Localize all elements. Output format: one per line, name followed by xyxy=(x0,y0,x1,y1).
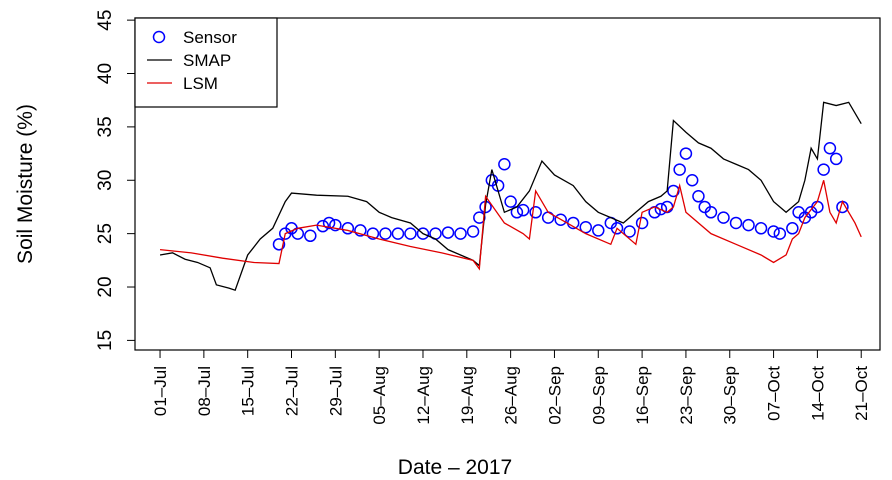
x-tick-label: 19–Aug xyxy=(458,366,477,425)
plot-frame xyxy=(134,17,881,351)
x-tick-label: 14–Oct xyxy=(808,366,827,421)
sensor-point xyxy=(516,203,530,217)
sensor-point xyxy=(623,225,636,238)
y-tick-label: 20 xyxy=(95,276,116,297)
sensor-point xyxy=(635,216,649,230)
sensor-point xyxy=(304,229,317,243)
y-tick-label: 15 xyxy=(95,330,116,351)
sensor-point xyxy=(504,195,517,208)
sensor-point xyxy=(817,163,830,176)
sensor-point xyxy=(692,190,705,203)
y-tick-label: 45 xyxy=(95,10,116,31)
sensor-point xyxy=(366,227,380,240)
sensor-point xyxy=(767,225,780,238)
sensor-point xyxy=(341,222,355,235)
sensor-point xyxy=(272,238,286,251)
x-tick-label: 07–Oct xyxy=(765,366,784,421)
x-tick-label: 30–Sep xyxy=(721,366,740,425)
x-tick-label: 29–Jul xyxy=(326,366,345,416)
sensor-point xyxy=(773,227,787,240)
sensor-point xyxy=(729,216,743,230)
x-tick-label: 09–Sep xyxy=(589,366,608,425)
sensor-point xyxy=(754,222,768,235)
sensor-point xyxy=(685,174,699,187)
x-tick-label: 23–Sep xyxy=(677,366,696,425)
sensor-point xyxy=(667,184,680,198)
sensor-point xyxy=(717,211,730,224)
x-tick-label: 21–Oct xyxy=(852,366,871,421)
sensor-point xyxy=(316,219,330,233)
sensor-point xyxy=(654,202,668,216)
sensor-point xyxy=(391,227,405,240)
legend-label: LSM xyxy=(183,74,218,93)
y-tick-label: 40 xyxy=(95,63,116,84)
legend-frame xyxy=(134,17,278,108)
y-tick-label: 35 xyxy=(95,116,116,137)
sensor-point xyxy=(829,152,843,166)
sensor-point xyxy=(441,226,455,239)
sensor-point xyxy=(354,224,367,237)
x-tick-label: 05–Aug xyxy=(370,366,389,425)
sensor-point xyxy=(454,227,467,240)
y-tick-label: 30 xyxy=(95,170,116,191)
x-tick-label: 22–Jul xyxy=(283,366,302,416)
sensor-point xyxy=(466,225,480,238)
sensor-point xyxy=(610,222,624,235)
sensor-point xyxy=(579,220,593,234)
y-axis-label: Soil Moisture (%) xyxy=(14,104,37,264)
sensor-point xyxy=(742,218,755,232)
x-tick-label: 08–Jul xyxy=(195,366,214,416)
x-tick-label: 26–Aug xyxy=(502,366,521,425)
legend-symbol xyxy=(152,30,166,44)
series-line xyxy=(159,180,862,271)
x-tick-label: 12–Aug xyxy=(414,366,433,425)
legend-label: SMAP xyxy=(183,51,231,70)
sensor-point xyxy=(529,206,542,219)
sensor-point xyxy=(673,163,686,176)
sensor-point xyxy=(554,213,567,227)
legend-label: Sensor xyxy=(183,28,237,47)
series-line xyxy=(159,101,862,292)
sensor-point xyxy=(704,206,718,219)
sensor-point xyxy=(592,224,605,237)
sensor-point xyxy=(329,218,342,232)
x-tick-label: 16–Sep xyxy=(633,366,652,425)
sensor-point xyxy=(823,141,837,155)
x-axis-label: Date – 2017 xyxy=(398,456,512,479)
sensor-point xyxy=(786,222,799,235)
sensor-point xyxy=(404,227,417,240)
sensor-point xyxy=(322,216,336,230)
x-tick-label: 15–Jul xyxy=(239,366,258,416)
y-tick-label: 25 xyxy=(95,223,116,244)
sensor-point xyxy=(379,227,392,240)
x-tick-label: 02–Sep xyxy=(545,366,564,425)
sensor-point xyxy=(416,227,430,240)
x-tick-label: 01–Jul xyxy=(151,366,170,416)
sensor-point xyxy=(498,158,511,171)
sensor-point xyxy=(679,147,693,160)
